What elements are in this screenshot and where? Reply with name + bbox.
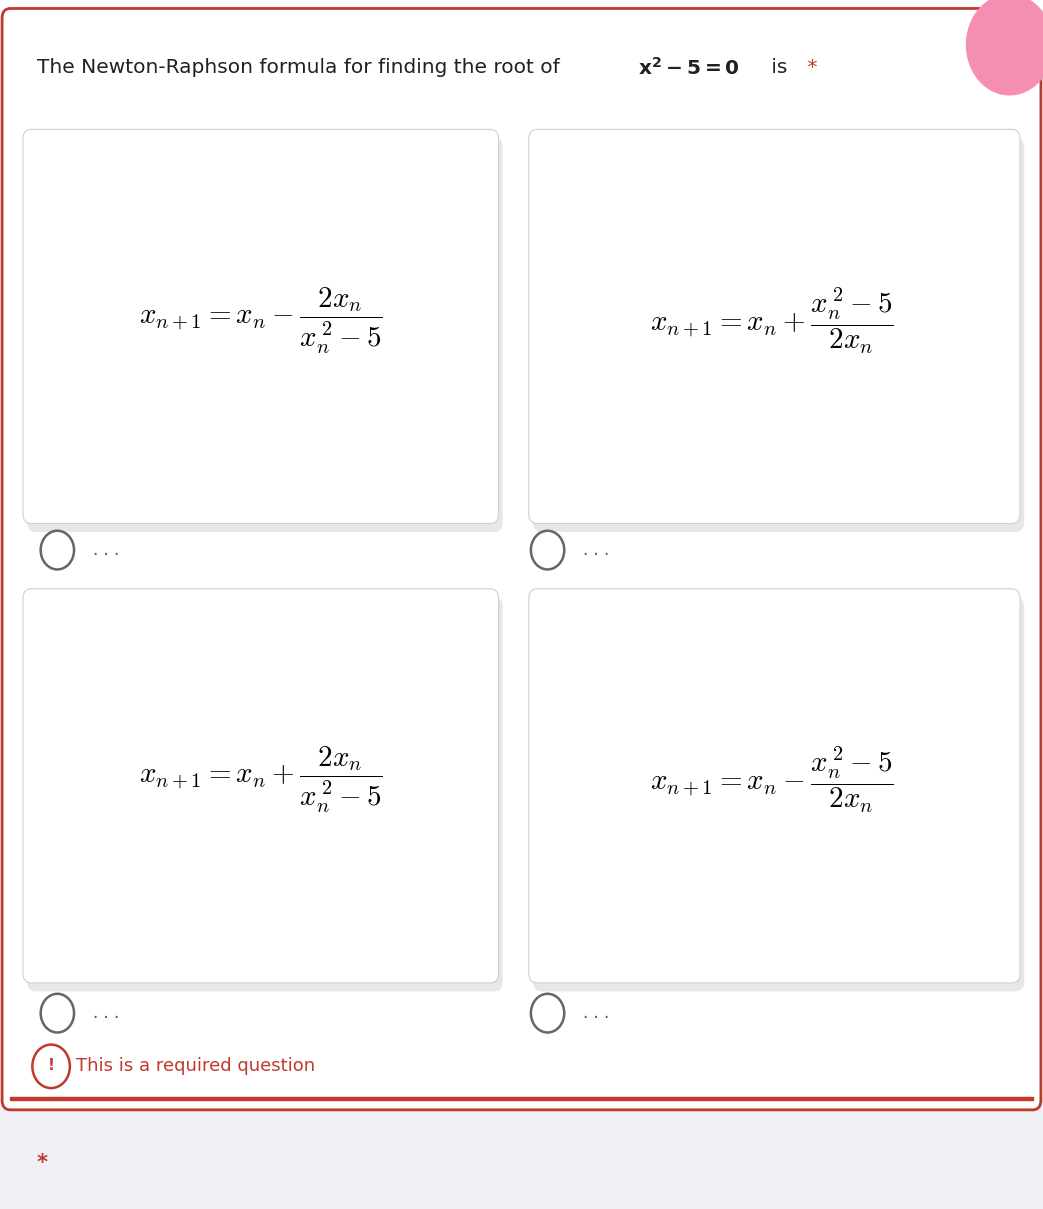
Text: The Newton-Raphson formula for finding the root of: The Newton-Raphson formula for finding t… — [37, 58, 559, 77]
Text: !: ! — [48, 1058, 54, 1072]
FancyBboxPatch shape — [533, 597, 1024, 991]
Text: is: is — [765, 58, 786, 77]
FancyBboxPatch shape — [23, 589, 499, 983]
Text: $\mathit{x}_{n+1} = \mathit{x}_n + \dfrac{\mathit{x}_n^{\,2} - 5}{2\mathit{x}_n}: $\mathit{x}_{n+1} = \mathit{x}_n + \dfra… — [650, 285, 894, 355]
FancyBboxPatch shape — [2, 8, 1041, 1110]
Text: . . .: . . . — [93, 542, 119, 559]
Bar — [10, 1097, 1033, 1100]
Text: $\mathit{x}_{n+1} = \mathit{x}_n + \dfrac{2\mathit{x}_n}{\mathit{x}_n^{\,2} - 5}: $\mathit{x}_{n+1} = \mathit{x}_n + \dfra… — [139, 745, 383, 815]
Text: $\mathit{x}_{n+1} = \mathit{x}_n - \dfrac{2\mathit{x}_n}{\mathit{x}_n^{\,2} - 5}: $\mathit{x}_{n+1} = \mathit{x}_n - \dfra… — [139, 285, 383, 355]
Text: . . .: . . . — [583, 542, 609, 559]
Text: . . .: . . . — [583, 1005, 609, 1022]
FancyBboxPatch shape — [27, 138, 503, 532]
Text: *: * — [801, 58, 818, 77]
FancyBboxPatch shape — [27, 597, 503, 991]
Text: $\mathbf{x^2 - 5 = 0}$: $\mathbf{x^2 - 5 = 0}$ — [638, 57, 741, 79]
Text: $\mathit{x}_{n+1} = \mathit{x}_n - \dfrac{\mathit{x}_n^{\,2} - 5}{2\mathit{x}_n}: $\mathit{x}_{n+1} = \mathit{x}_n - \dfra… — [650, 745, 894, 815]
Text: This is a required question: This is a required question — [76, 1058, 315, 1075]
FancyBboxPatch shape — [529, 589, 1020, 983]
Circle shape — [966, 0, 1043, 96]
Text: . . .: . . . — [93, 1005, 119, 1022]
Bar — [0, 1098, 1043, 1209]
FancyBboxPatch shape — [23, 129, 499, 523]
FancyBboxPatch shape — [529, 129, 1020, 523]
FancyBboxPatch shape — [533, 138, 1024, 532]
Text: *: * — [37, 1153, 48, 1173]
